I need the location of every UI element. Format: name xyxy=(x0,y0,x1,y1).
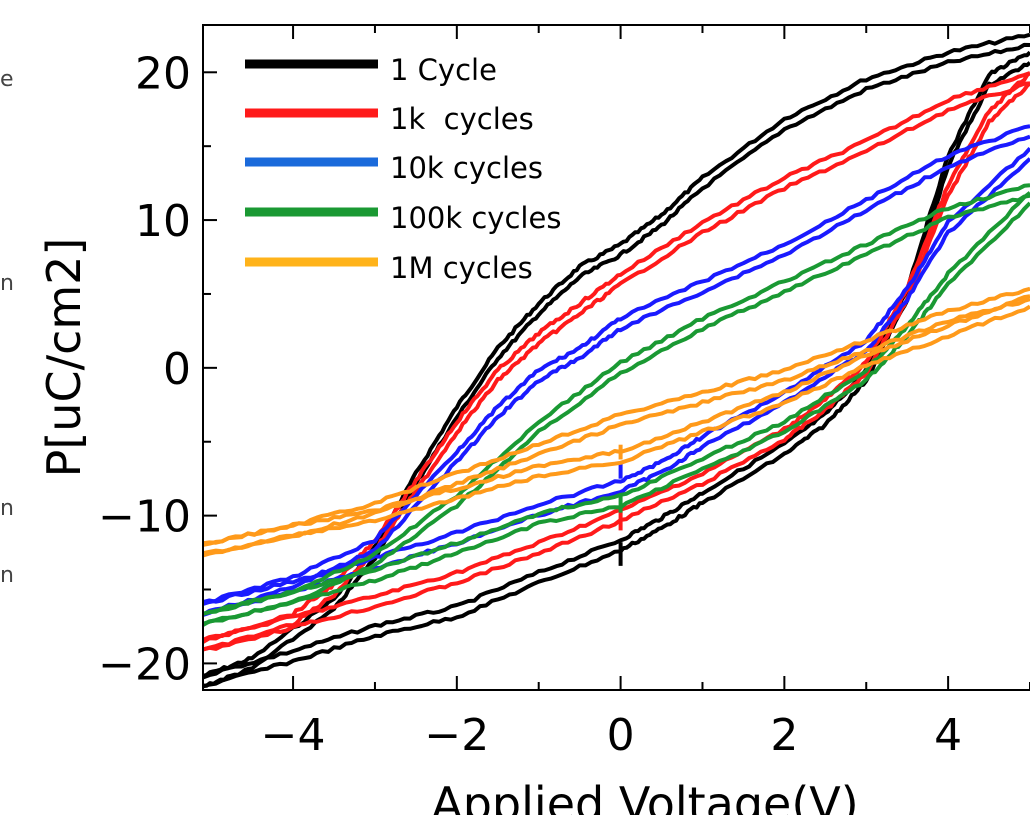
x-tick-label: 4 xyxy=(934,710,962,761)
x-tick-label: 2 xyxy=(770,710,798,761)
legend-item: 1 Cycle xyxy=(245,53,497,87)
cropped-page-fragments: e n n n xyxy=(0,67,14,588)
series-10k-cycles xyxy=(203,124,1030,617)
y-tick-label: 0 xyxy=(163,344,191,395)
x-tick-label: 0 xyxy=(607,710,635,761)
x-axis-tick-labels: −4 −2 0 2 4 xyxy=(261,710,962,761)
y-tick-label: 20 xyxy=(135,48,191,99)
series-line-upper xyxy=(203,134,1030,617)
series-line-lower xyxy=(203,191,1030,616)
legend-item: 1M cycles xyxy=(245,251,533,285)
legend-item: 1k cycles xyxy=(245,102,534,136)
series-line-lower xyxy=(203,81,1030,652)
series-1m-cycles xyxy=(203,286,1030,558)
series-line-upper xyxy=(203,297,1030,558)
x-tick-label: −2 xyxy=(424,710,489,761)
fragment-text: n xyxy=(0,496,14,521)
series-line-lower xyxy=(203,50,1030,680)
legend-label: 1M cycles xyxy=(390,251,533,285)
legend-label: 1k cycles xyxy=(390,102,534,136)
legend: 1 Cycle 1k cycles 10k cycles 100k cycles… xyxy=(245,53,561,285)
y-axis-label: P[uC/cm2] xyxy=(37,238,91,478)
y-tick-label: 10 xyxy=(135,196,191,247)
plot-frame xyxy=(202,24,1030,691)
y-tick-label: −20 xyxy=(98,639,191,690)
y-tick-label: −10 xyxy=(98,492,191,543)
legend-label: 10k cycles xyxy=(390,151,543,185)
legend-label: 100k cycles xyxy=(390,201,561,235)
series-line-lower xyxy=(203,157,1030,617)
legend-label: 1 Cycle xyxy=(390,53,497,87)
series-line-lower xyxy=(203,304,1030,556)
series-100k-cycles xyxy=(203,183,1030,627)
fragment-text: e xyxy=(0,67,14,92)
series-line-upper xyxy=(203,124,1030,606)
plot-area xyxy=(202,24,1030,691)
axis-ticks xyxy=(203,25,1030,690)
y-axis-tick-labels: 20 10 0 −10 −20 xyxy=(98,48,191,690)
legend-item: 100k cycles xyxy=(245,201,561,235)
x-tick-label: −4 xyxy=(261,710,326,761)
fragment-text: n xyxy=(0,271,14,296)
fragment-text: n xyxy=(0,563,14,588)
legend-item: 10k cycles xyxy=(245,151,543,185)
x-axis-label: Applied Voltage(V) xyxy=(431,777,858,815)
series-line-upper xyxy=(203,183,1030,616)
series-line-upper xyxy=(203,286,1030,546)
series-line-lower xyxy=(203,201,1030,627)
series-line-lower xyxy=(203,61,1030,689)
series-line-lower xyxy=(203,147,1030,605)
series-layer xyxy=(203,32,1030,689)
